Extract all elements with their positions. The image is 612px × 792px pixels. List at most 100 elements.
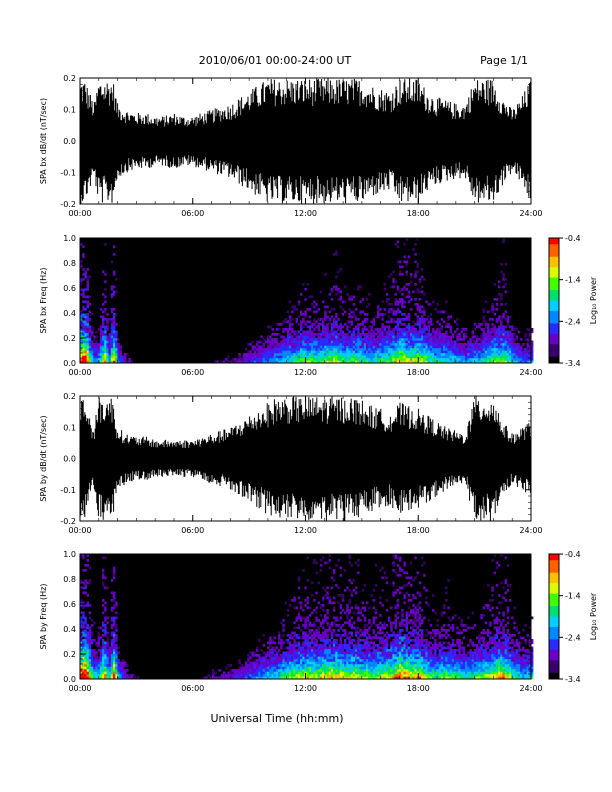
spectrogram-cell	[80, 651, 83, 655]
spectrogram-cell	[390, 654, 393, 657]
spectrogram-cell	[319, 659, 323, 662]
spectrogram-cell	[355, 343, 358, 346]
spectrogram-cell	[300, 310, 303, 314]
spectrogram-cell	[240, 676, 243, 680]
spectrogram-cell	[322, 300, 325, 304]
spectrogram-cell	[500, 325, 503, 329]
spectrogram-cell	[317, 631, 320, 635]
spectrogram-cell	[390, 664, 393, 667]
spectrogram-cell	[493, 353, 496, 356]
spectrogram-cell	[278, 674, 281, 677]
spectrogram-cell	[326, 350, 329, 354]
spectrogram-cell	[368, 335, 371, 339]
spectrogram-cell	[315, 611, 318, 615]
spectrogram-cell	[388, 350, 391, 354]
spectrogram-cell	[297, 611, 301, 615]
spectrogram-cell	[361, 323, 364, 326]
spectrogram-cell	[84, 273, 87, 276]
y-tick-label: -0.2	[60, 200, 76, 209]
spectrogram-cell	[82, 343, 85, 346]
spectrogram-cell	[381, 340, 384, 344]
spectrogram-cell	[335, 325, 338, 329]
spectrogram-cell	[399, 591, 402, 595]
spectrogram-cell	[436, 348, 439, 351]
spectrogram-cell	[487, 340, 490, 344]
spectrogram-cell	[295, 641, 298, 645]
spectrogram-cell	[104, 330, 107, 334]
spectrogram-cell	[495, 338, 499, 341]
spectrogram-cell	[80, 639, 83, 642]
spectrogram-cell	[392, 554, 395, 557]
spectrogram-cell	[304, 315, 307, 319]
spectrogram-cell	[328, 358, 331, 361]
spectrogram-cell	[82, 295, 85, 299]
spectrogram-cell	[401, 654, 404, 657]
spectrogram-cell	[289, 340, 292, 344]
spectrogram-cell	[86, 343, 89, 346]
spectrogram-cell	[344, 360, 347, 364]
spectrogram-cell	[293, 340, 296, 344]
spectrogram-cell	[108, 350, 111, 354]
spectrogram-cell	[361, 606, 364, 610]
spectrogram-cell	[91, 649, 94, 652]
spectrogram-cell	[264, 360, 268, 364]
spectrogram-cell	[374, 564, 378, 567]
spectrogram-cell	[267, 674, 270, 677]
spectrogram-cell	[500, 360, 503, 364]
spectrogram-cell	[249, 669, 252, 672]
spectrogram-cell	[335, 654, 338, 657]
spectrogram-cell	[115, 601, 118, 605]
spectrogram-cell	[297, 654, 301, 657]
spectrogram-cell	[352, 340, 356, 344]
spectrogram-cell	[297, 348, 301, 351]
spectrogram-cell	[350, 355, 353, 359]
spectrogram-cell	[308, 350, 312, 354]
spectrogram-cell	[429, 335, 433, 339]
spectrogram-cell	[416, 318, 419, 321]
spectrogram-cell	[319, 636, 323, 640]
spectrogram-cell	[80, 624, 83, 627]
spectrogram-cell	[355, 676, 358, 680]
spectrogram-cell	[401, 644, 404, 647]
spectrogram-cell	[337, 360, 340, 364]
spectrogram-cell	[282, 676, 285, 680]
spectrogram-cell	[317, 360, 320, 364]
spectrogram-cell	[504, 345, 507, 349]
spectrogram-cell	[348, 621, 351, 625]
spectrogram-cell	[337, 318, 340, 321]
spectrogram-cell	[80, 325, 83, 329]
spectrogram-cell	[102, 651, 105, 655]
spectrogram-cell	[425, 358, 428, 361]
spectrogram-cell	[350, 338, 353, 341]
spectrogram-cell	[97, 355, 100, 359]
spectrogram-cell	[80, 323, 83, 326]
spectrogram-cell	[115, 611, 118, 615]
spectrogram-cell	[352, 654, 356, 657]
spectrogram-cell	[500, 355, 503, 359]
spectrogram-cell	[291, 318, 294, 321]
spectrogram-cell	[297, 345, 301, 349]
spectrogram-cell	[306, 641, 309, 645]
spectrogram-cell	[88, 604, 92, 607]
spectrogram-cell	[355, 654, 358, 657]
spectrogram-cell	[454, 353, 457, 356]
spectrogram-cell	[253, 651, 257, 655]
spectrogram-cell	[390, 335, 393, 339]
spectrogram-cell	[106, 636, 109, 640]
spectrogram-cell	[326, 305, 329, 309]
spectrogram-cell	[126, 669, 129, 672]
spectrogram-cell	[262, 651, 265, 655]
spectrogram-cell	[251, 651, 254, 655]
spectrogram-cell	[381, 330, 384, 334]
spectrogram-cell	[269, 651, 272, 655]
spectrogram-cell	[247, 355, 250, 359]
spectrogram-cell	[359, 355, 362, 359]
spectrogram-cell	[286, 659, 290, 662]
spectrogram-cell	[289, 654, 292, 657]
spectrogram-cell	[291, 669, 294, 672]
spectrogram-cell	[449, 330, 452, 334]
spectrogram-cell	[372, 676, 375, 680]
spectrogram-cell	[498, 333, 501, 336]
spectrogram-cell	[390, 626, 393, 630]
spectrogram-cell	[121, 659, 125, 662]
